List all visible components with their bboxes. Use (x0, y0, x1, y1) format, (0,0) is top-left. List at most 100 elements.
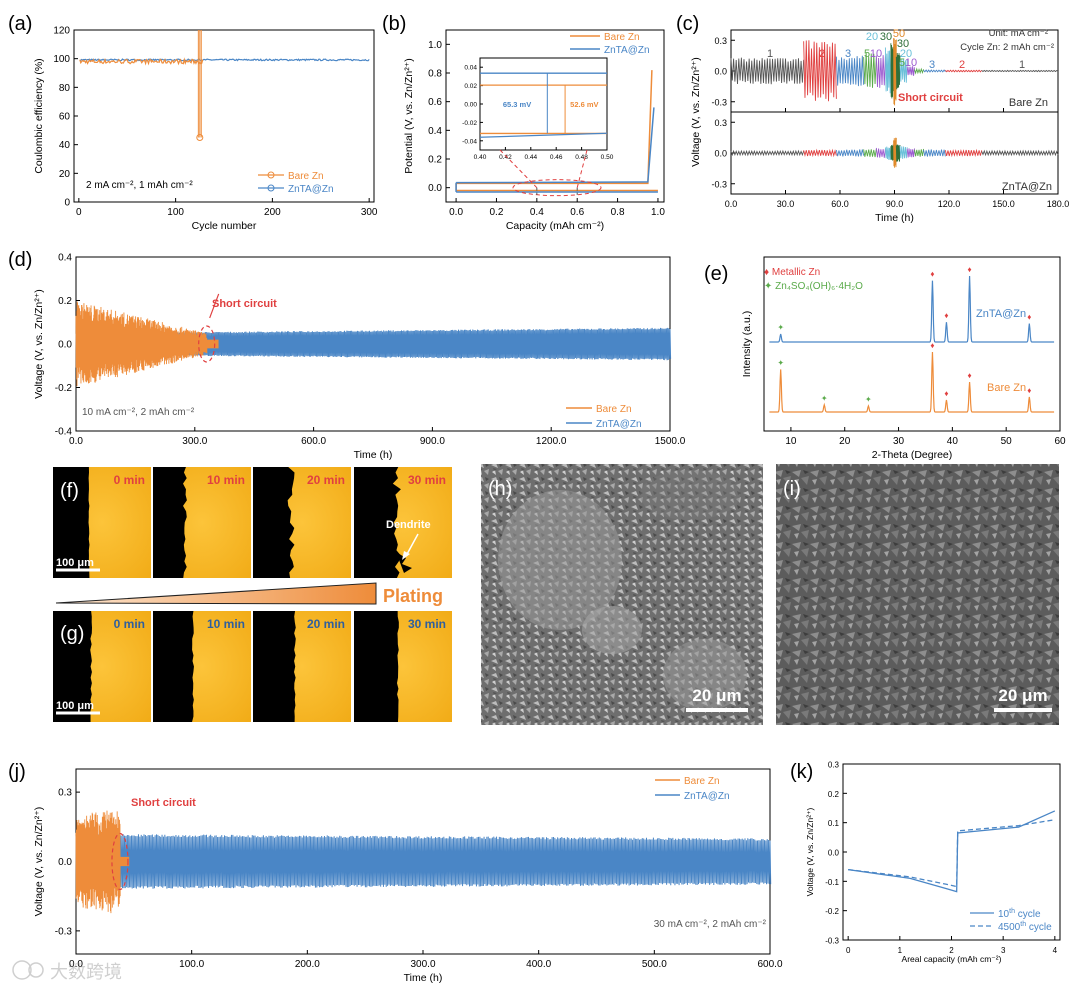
x-tick-label: 600.0 (757, 959, 782, 970)
panel-c-short-label: Short circuit (898, 92, 963, 104)
y-tick-label: 0.0 (58, 857, 72, 868)
segment-bot-2 (835, 149, 865, 157)
segment-top-9 (899, 58, 908, 83)
time-label-1-3: 30 min (408, 617, 446, 631)
y-tick-label: -0.1 (825, 878, 839, 887)
legend-e-metallic: ♦ Metallic Zn (764, 267, 820, 278)
segment-bot-4 (875, 147, 886, 158)
xrd-peak-marker-1-1: ✦ (821, 394, 828, 403)
y-axis-title: Voltage (V, vs. Zn/Zn²⁺) (805, 807, 815, 896)
panel-e-trace-label-bare: Bare Zn (987, 382, 1026, 394)
legend-d-znta: ZnTA@Zn (596, 419, 642, 430)
segment-bot-10 (906, 148, 915, 158)
x-tick-label: 0 (76, 207, 82, 218)
panel-c-unit-note: Unit: mA cm⁻² (989, 28, 1048, 39)
dendrite-label: Dendrite (386, 519, 431, 531)
panel-j-short-label: Short circuit (131, 797, 196, 809)
x-tick-label: 300.0 (182, 436, 207, 447)
series-bare-ce (79, 57, 204, 66)
segment-top-14 (981, 69, 1059, 73)
x-tick-label: 0 (846, 946, 851, 955)
electrode-1-1 (153, 611, 194, 722)
panel-label-h: (h) (488, 478, 512, 500)
panel-d-series (75, 293, 672, 387)
panel-h: (h) 20 μm (481, 464, 763, 725)
scale-label-f: 100 μm (56, 557, 94, 569)
panel-j-legend: Bare Zn ZnTA@Zn (655, 776, 730, 802)
x-axis-title: Cycle number (192, 220, 257, 232)
panel-a-series (79, 30, 370, 141)
scale-label-i: 20 μm (998, 686, 1047, 705)
segment-bot-7 (893, 137, 897, 168)
x-tick-label: 400.0 (526, 959, 551, 970)
x-tick-label: 1200.0 (536, 436, 567, 447)
bare-ce-anomaly-min (196, 134, 204, 141)
x-tick-label: 3 (1001, 946, 1006, 955)
x-tick-label: 0.0 (69, 436, 83, 447)
panel-b-legend: Bare Zn ZnTA@Zn (570, 32, 650, 56)
scale-label-g: 100 μm (56, 700, 94, 712)
rate-label-12: 3 (929, 59, 935, 71)
segment-top-6 (890, 43, 895, 99)
rate-label-9: 20 (900, 48, 912, 60)
y-tick-label: 0 (64, 198, 70, 209)
segment-bot-13 (944, 148, 983, 158)
segment-bot-9 (899, 145, 908, 159)
time-label-1-0: 0 min (114, 617, 145, 631)
segment-top-5 (884, 47, 892, 94)
segment-top-1 (803, 40, 837, 102)
panel-label-i: (i) (783, 478, 801, 500)
panel-d: (d) 0.0 300.0 600.0 900.0 1200.0 1500.0 -0.4 -0… (8, 249, 686, 461)
electrode-0-1 (153, 467, 187, 578)
x-tick-label: 0.6 (570, 207, 584, 218)
legend-a-znta: ZnTA@Zn (288, 184, 334, 195)
sem-h-cluster-3 (663, 639, 747, 711)
y-tick-label: 0.1 (828, 819, 840, 828)
time-label-0-1: 10 min (207, 473, 245, 487)
inset-connector (499, 149, 538, 189)
x-tick-label: 900.0 (420, 436, 445, 447)
segment-bot-3 (863, 148, 877, 158)
y-tick-label: 0.3 (828, 761, 840, 770)
segment-top-10 (906, 66, 915, 76)
electrode-1-0 (53, 611, 92, 722)
x-tick-label: 120.0 (938, 199, 961, 209)
segment-top-7 (893, 38, 897, 106)
y-tick-label: 120 (53, 26, 70, 37)
x-axis-title: Time (h) (354, 449, 393, 461)
x-tick-label: 40 (947, 436, 959, 447)
y-tick-label: 0.4 (428, 126, 442, 137)
dendrite-arrow-head (402, 551, 410, 560)
panel-k: (k) 0 1 2 3 4 -0.3 -0.2 -0.1 0.0 0.1 0.2 0.3 Areal c… (790, 761, 1061, 964)
panel-c-axes: -0.30.00.30.0 30.0 60.0 90.0 120.0 150.0 180.0… (690, 29, 1069, 224)
y-tick-label: 0.0 (714, 149, 727, 159)
panel-e-series: ✦ ♦ ♦ ♦ ♦ ✦ ✦ ✦ ♦ ♦ ♦ ♦ (769, 265, 1055, 413)
electrode-1-2 (253, 611, 296, 722)
x-tick-label: 200.0 (295, 959, 320, 970)
x-tick-label: 30 (893, 436, 905, 447)
x-tick-label: 0.0 (69, 959, 83, 970)
y-axis-title: Intensity (a.u.) (741, 311, 753, 378)
y-tick-label: 0.4 (58, 253, 72, 264)
xrd-peak-marker-0-3: ♦ (968, 265, 972, 274)
x-tick-label: 2 (949, 946, 954, 955)
electrode-1-3 (354, 611, 399, 722)
inset-label-bare: 52.6 mV (570, 100, 598, 109)
segment-top-2 (835, 55, 865, 87)
segment-bot-6 (890, 144, 895, 161)
panel-label-d: (d) (8, 249, 32, 271)
segment-top-4 (875, 55, 886, 88)
bare-short-segment (206, 339, 219, 349)
x-tick-label: 20 (839, 436, 851, 447)
x-tick-label: 600.0 (301, 436, 326, 447)
y-tick-label: -0.3 (711, 97, 727, 107)
panel-j-annotation: 30 mA cm⁻², 2 mAh cm⁻² (654, 919, 767, 930)
rate-label-6: 30 (880, 31, 892, 43)
y-tick-label: -0.4 (55, 427, 73, 438)
plot-frame (763, 256, 1061, 432)
series-bare-voltage (75, 810, 121, 914)
panel-g-tiles: 0 min 10 min 20 min 30 min (53, 611, 452, 722)
panel-k-axes: 0 1 2 3 4 -0.3 -0.2 -0.1 0.0 0.1 0.2 0.3 Areal capac… (805, 761, 1061, 964)
sem-h-cluster-1 (498, 490, 622, 630)
inset-y-tick-label: -0.02 (462, 120, 477, 127)
